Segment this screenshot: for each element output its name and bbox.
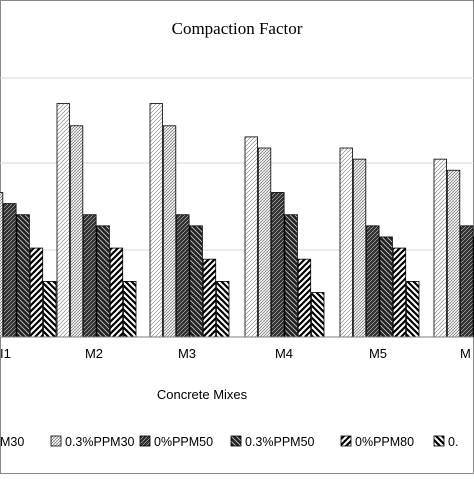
bar-m4-series-5 (312, 293, 325, 337)
legend-label: 0.3%PPM50 (245, 435, 315, 449)
bar-m1-series-5 (44, 281, 57, 337)
bar-m5-series-1 (353, 159, 366, 337)
bar-m5-series-4 (393, 248, 406, 337)
bar-m3-series-2 (177, 215, 190, 337)
bar-m5-series-5 (407, 281, 420, 337)
bar-m5-series-3 (380, 237, 393, 337)
bar-m1-series-3 (17, 215, 30, 337)
bar-m1-series-4 (30, 248, 43, 337)
bar-m4-series-0 (245, 137, 258, 337)
bar-m2-series-2 (84, 215, 97, 337)
bar-m6-series-0 (434, 159, 447, 337)
legend-swatch (341, 436, 351, 446)
bar-m5-series-2 (367, 226, 380, 337)
bar-m2-series-1 (70, 126, 83, 337)
bar-m6-series-2 (461, 226, 474, 337)
legend-label: 0%PPM50 (154, 435, 213, 449)
legend-label: 0. (448, 435, 458, 449)
bar-m1-series-2 (4, 204, 17, 337)
legend-swatch (140, 436, 150, 446)
x-tick-label: I1 (0, 346, 11, 361)
legend-label: M30 (0, 435, 24, 449)
legend-swatch (231, 436, 241, 446)
x-tick-label: M5 (369, 346, 387, 361)
bar-m3-series-3 (190, 226, 203, 337)
bar-m4-series-2 (272, 192, 285, 337)
bar-m3-series-0 (150, 104, 163, 337)
bar-m3-series-1 (163, 126, 176, 337)
bar-m3-series-4 (203, 259, 216, 337)
bar-m2-series-3 (97, 226, 110, 337)
bar-m6-series-1 (447, 170, 460, 337)
legend-swatch (51, 436, 61, 446)
bar-m2-series-0 (57, 104, 70, 337)
legend-label: 0%PPM80 (355, 435, 414, 449)
x-tick-label: M (460, 346, 471, 361)
x-tick-label: M4 (275, 346, 293, 361)
bar-m4-series-1 (258, 148, 271, 337)
bar-m2-series-4 (110, 248, 123, 337)
bar-m4-series-4 (298, 259, 311, 337)
bar-m3-series-5 (217, 281, 230, 337)
chart-title: Compaction Factor (172, 19, 303, 38)
bar-m4-series-3 (285, 215, 298, 337)
bar-m1-series-1 (0, 192, 3, 337)
x-tick-label: M3 (178, 346, 196, 361)
legend-label: 0.3%PPM30 (65, 435, 135, 449)
bar-m5-series-0 (340, 148, 353, 337)
legend-swatch (434, 436, 444, 446)
x-axis-label: Concrete Mixes (157, 387, 248, 402)
bar-m2-series-5 (124, 281, 137, 337)
x-tick-label: M2 (85, 346, 103, 361)
